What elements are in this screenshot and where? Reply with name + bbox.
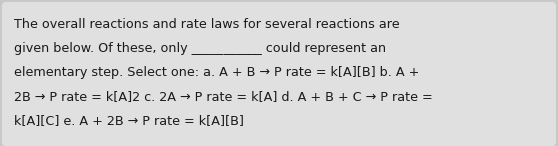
Text: 2B → P rate = k[A]2 c. 2A → P rate = k[A] d. A + B + C → P rate =: 2B → P rate = k[A]2 c. 2A → P rate = k[A…	[14, 90, 433, 103]
Text: k[A][C] e. A + 2B → P rate = k[A][B]: k[A][C] e. A + 2B → P rate = k[A][B]	[14, 114, 244, 127]
FancyBboxPatch shape	[2, 2, 556, 146]
Text: given below. Of these, only ___________ could represent an: given below. Of these, only ___________ …	[14, 42, 386, 55]
Text: The overall reactions and rate laws for several reactions are: The overall reactions and rate laws for …	[14, 18, 400, 31]
Text: elementary step. Select one: a. A + B → P rate = k[A][B] b. A +: elementary step. Select one: a. A + B → …	[14, 66, 420, 79]
